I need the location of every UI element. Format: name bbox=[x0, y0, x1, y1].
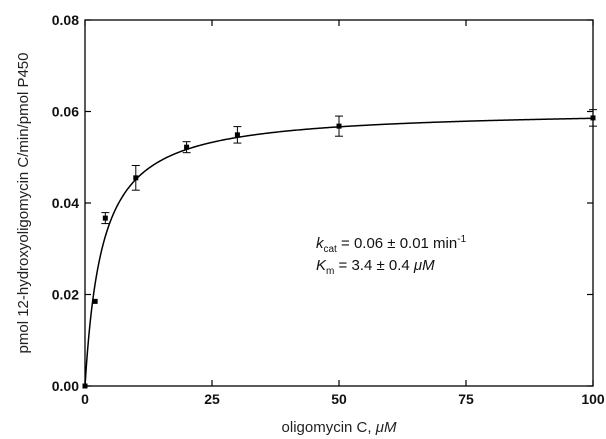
x-axis-ticks: 0 25 50 75 100 bbox=[81, 20, 605, 407]
data-point bbox=[336, 123, 342, 129]
y-axis-label: pmol 12-hydroxyoligomycin C/min/pmol P45… bbox=[15, 53, 32, 354]
x-tick-label: 25 bbox=[204, 391, 220, 407]
km-annotation: Km = 3.4 ± 0.4 μM bbox=[316, 257, 435, 277]
data-point bbox=[102, 215, 108, 221]
data-point bbox=[234, 132, 240, 138]
y-tick-label: 0.06 bbox=[52, 104, 79, 120]
data-points bbox=[82, 109, 597, 389]
x-tick-label: 50 bbox=[331, 391, 347, 407]
data-point bbox=[184, 144, 190, 150]
x-tick-label: 0 bbox=[81, 391, 89, 407]
y-tick-label: 0.04 bbox=[52, 195, 79, 211]
data-point bbox=[92, 298, 98, 304]
fit-curve bbox=[84, 117, 594, 387]
y-tick-label: 0.08 bbox=[52, 12, 79, 28]
y-tick-label: 0.02 bbox=[52, 287, 79, 303]
y-tick-label: 0.00 bbox=[52, 378, 79, 394]
x-axis-label: oligomycin C, μM bbox=[282, 419, 397, 436]
data-point bbox=[590, 115, 596, 121]
data-point bbox=[82, 383, 88, 389]
kcat-annotation: kcat = 0.06 ± 0.01 min-1 bbox=[316, 234, 467, 255]
plot-frame bbox=[84, 19, 594, 387]
x-tick-label: 75 bbox=[458, 391, 474, 407]
x-tick-label: 100 bbox=[581, 391, 605, 407]
y-axis-ticks: 0.00 0.02 0.04 0.06 0.08 bbox=[52, 12, 593, 394]
data-point bbox=[133, 175, 139, 181]
